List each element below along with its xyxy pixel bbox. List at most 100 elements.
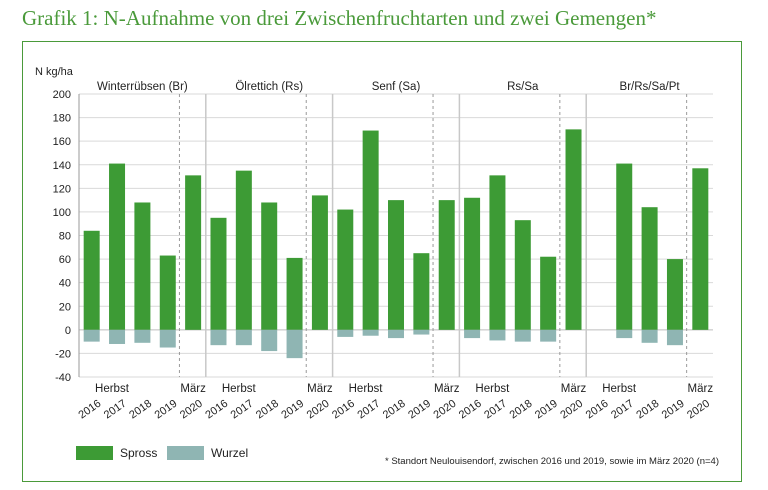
y-tick-label: -20	[55, 348, 71, 360]
year-tick-label: 2017	[355, 398, 382, 422]
legend-label-wurzel: Wurzel	[211, 446, 248, 460]
year-tick-label: 2018	[634, 398, 661, 422]
legend-swatch-spross	[76, 446, 113, 460]
year-tick-label: 2017	[609, 398, 636, 422]
season-label-maerz: März	[561, 383, 587, 395]
bar-spross	[185, 175, 202, 330]
y-tick-label: 40	[59, 278, 71, 290]
year-tick-label: 2016	[584, 398, 611, 422]
bar-spross	[413, 253, 430, 330]
chart-title: Grafik 1: N-Aufnahme von drei Zwischenfr…	[22, 6, 657, 30]
axis: N kg/ha -40 -20 0 20 40 60 80 100 120 140 160 180 20…	[35, 66, 80, 384]
bar-wurzel	[540, 329, 557, 342]
bar-spross	[641, 207, 658, 330]
season-label-maerz: März	[307, 383, 333, 395]
legend: Spross Wurzel * Standort Neulouisendorf,…	[76, 446, 719, 467]
year-tick-label: 2020	[432, 398, 459, 422]
year-tick-label: 2017	[229, 398, 256, 422]
y-tick-label: 60	[59, 254, 71, 266]
year-tick-label: 2016	[457, 398, 484, 422]
y-tick-label: 0	[65, 325, 71, 337]
bars	[83, 129, 709, 359]
year-tick-label: 2019	[279, 398, 306, 422]
chart-frame: N kg/ha -40 -20 0 20 40 60 80 100 120 140 160 180 20…	[22, 41, 742, 482]
bar-wurzel	[464, 329, 481, 339]
bar-spross	[337, 209, 354, 330]
season-label-maerz: März	[180, 383, 206, 395]
bar-spross	[362, 130, 379, 330]
bar-spross	[464, 197, 481, 330]
bar-wurzel	[261, 329, 278, 352]
bar-wurzel	[134, 329, 151, 343]
y-tick-label: 200	[53, 89, 71, 101]
year-tick-label: 2020	[178, 398, 205, 422]
y-axis-label: N kg/ha	[35, 66, 74, 78]
y-tick-label: 180	[53, 113, 71, 125]
year-tick-label: 2019	[660, 398, 687, 422]
bar-spross	[261, 202, 278, 330]
bar-wurzel	[616, 329, 633, 339]
bar-spross	[540, 256, 557, 330]
y-tick-label: 100	[53, 207, 71, 219]
bar-spross	[286, 257, 303, 330]
group-label: Winterrübsen (Br)	[97, 81, 188, 93]
year-tick-label: 2018	[254, 398, 281, 422]
bar-wurzel	[286, 329, 303, 359]
year-tick-label: 2020	[685, 398, 712, 422]
y-tick-label: 160	[53, 136, 71, 148]
year-tick-label: 2018	[127, 398, 154, 422]
bar-spross	[666, 259, 683, 330]
season-label-herbst: Herbst	[222, 383, 257, 395]
bar-wurzel	[362, 329, 379, 336]
bar-spross	[134, 202, 151, 330]
group-label: Ölrettich (Rs)	[235, 81, 303, 93]
year-tick-label: 2017	[102, 398, 129, 422]
bar-spross	[692, 168, 709, 330]
bar-spross	[235, 170, 252, 330]
bar-spross	[489, 175, 506, 330]
bar-spross	[616, 163, 633, 330]
season-label-maerz: März	[688, 383, 714, 395]
season-label-herbst: Herbst	[475, 383, 510, 395]
bar-wurzel	[666, 329, 683, 346]
bar-wurzel	[235, 329, 252, 346]
bar-chart: N kg/ha -40 -20 0 20 40 60 80 100 120 140 160 180 20…	[35, 66, 719, 467]
y-tick-label: 120	[53, 183, 71, 195]
bar-spross	[514, 220, 531, 330]
footnote: * Standort Neulouisendorf, zwischen 2016…	[385, 456, 719, 467]
year-tick-label: 2020	[558, 398, 585, 422]
bar-wurzel	[514, 329, 531, 342]
bar-wurzel	[641, 329, 658, 343]
year-tick-label: 2017	[482, 398, 509, 422]
bar-spross	[438, 200, 455, 330]
bar-spross	[210, 217, 227, 330]
year-tick-label: 2019	[533, 398, 560, 422]
bar-wurzel	[109, 329, 126, 344]
legend-label-spross: Spross	[120, 446, 157, 460]
group-label: Senf (Sa)	[372, 81, 421, 93]
year-tick-label: 2016	[203, 398, 230, 422]
year-tick-label: 2016	[76, 398, 103, 422]
season-label-maerz: März	[434, 383, 460, 395]
group-separators	[178, 94, 688, 377]
bar-spross	[83, 230, 100, 330]
year-tick-label: 2018	[381, 398, 408, 422]
y-tick-label: 20	[59, 301, 71, 313]
bar-spross	[565, 129, 582, 330]
bar-wurzel	[388, 329, 404, 339]
year-tick-label: 2016	[330, 398, 357, 422]
year-tick-label: 2020	[305, 398, 332, 422]
bar-spross	[311, 195, 328, 330]
bar-wurzel	[413, 329, 430, 335]
y-tick-label: -40	[55, 372, 71, 384]
bar-spross	[388, 200, 404, 330]
y-tick-label: 140	[53, 160, 71, 172]
year-tick-label: 2018	[508, 398, 535, 422]
year-tick-label: 2019	[153, 398, 180, 422]
bar-spross	[159, 255, 176, 330]
season-label-herbst: Herbst	[349, 383, 384, 395]
group-label: Br/Rs/Sa/Pt	[620, 81, 681, 93]
season-label-herbst: Herbst	[602, 383, 637, 395]
bar-wurzel	[210, 329, 227, 346]
season-label-herbst: Herbst	[95, 383, 130, 395]
